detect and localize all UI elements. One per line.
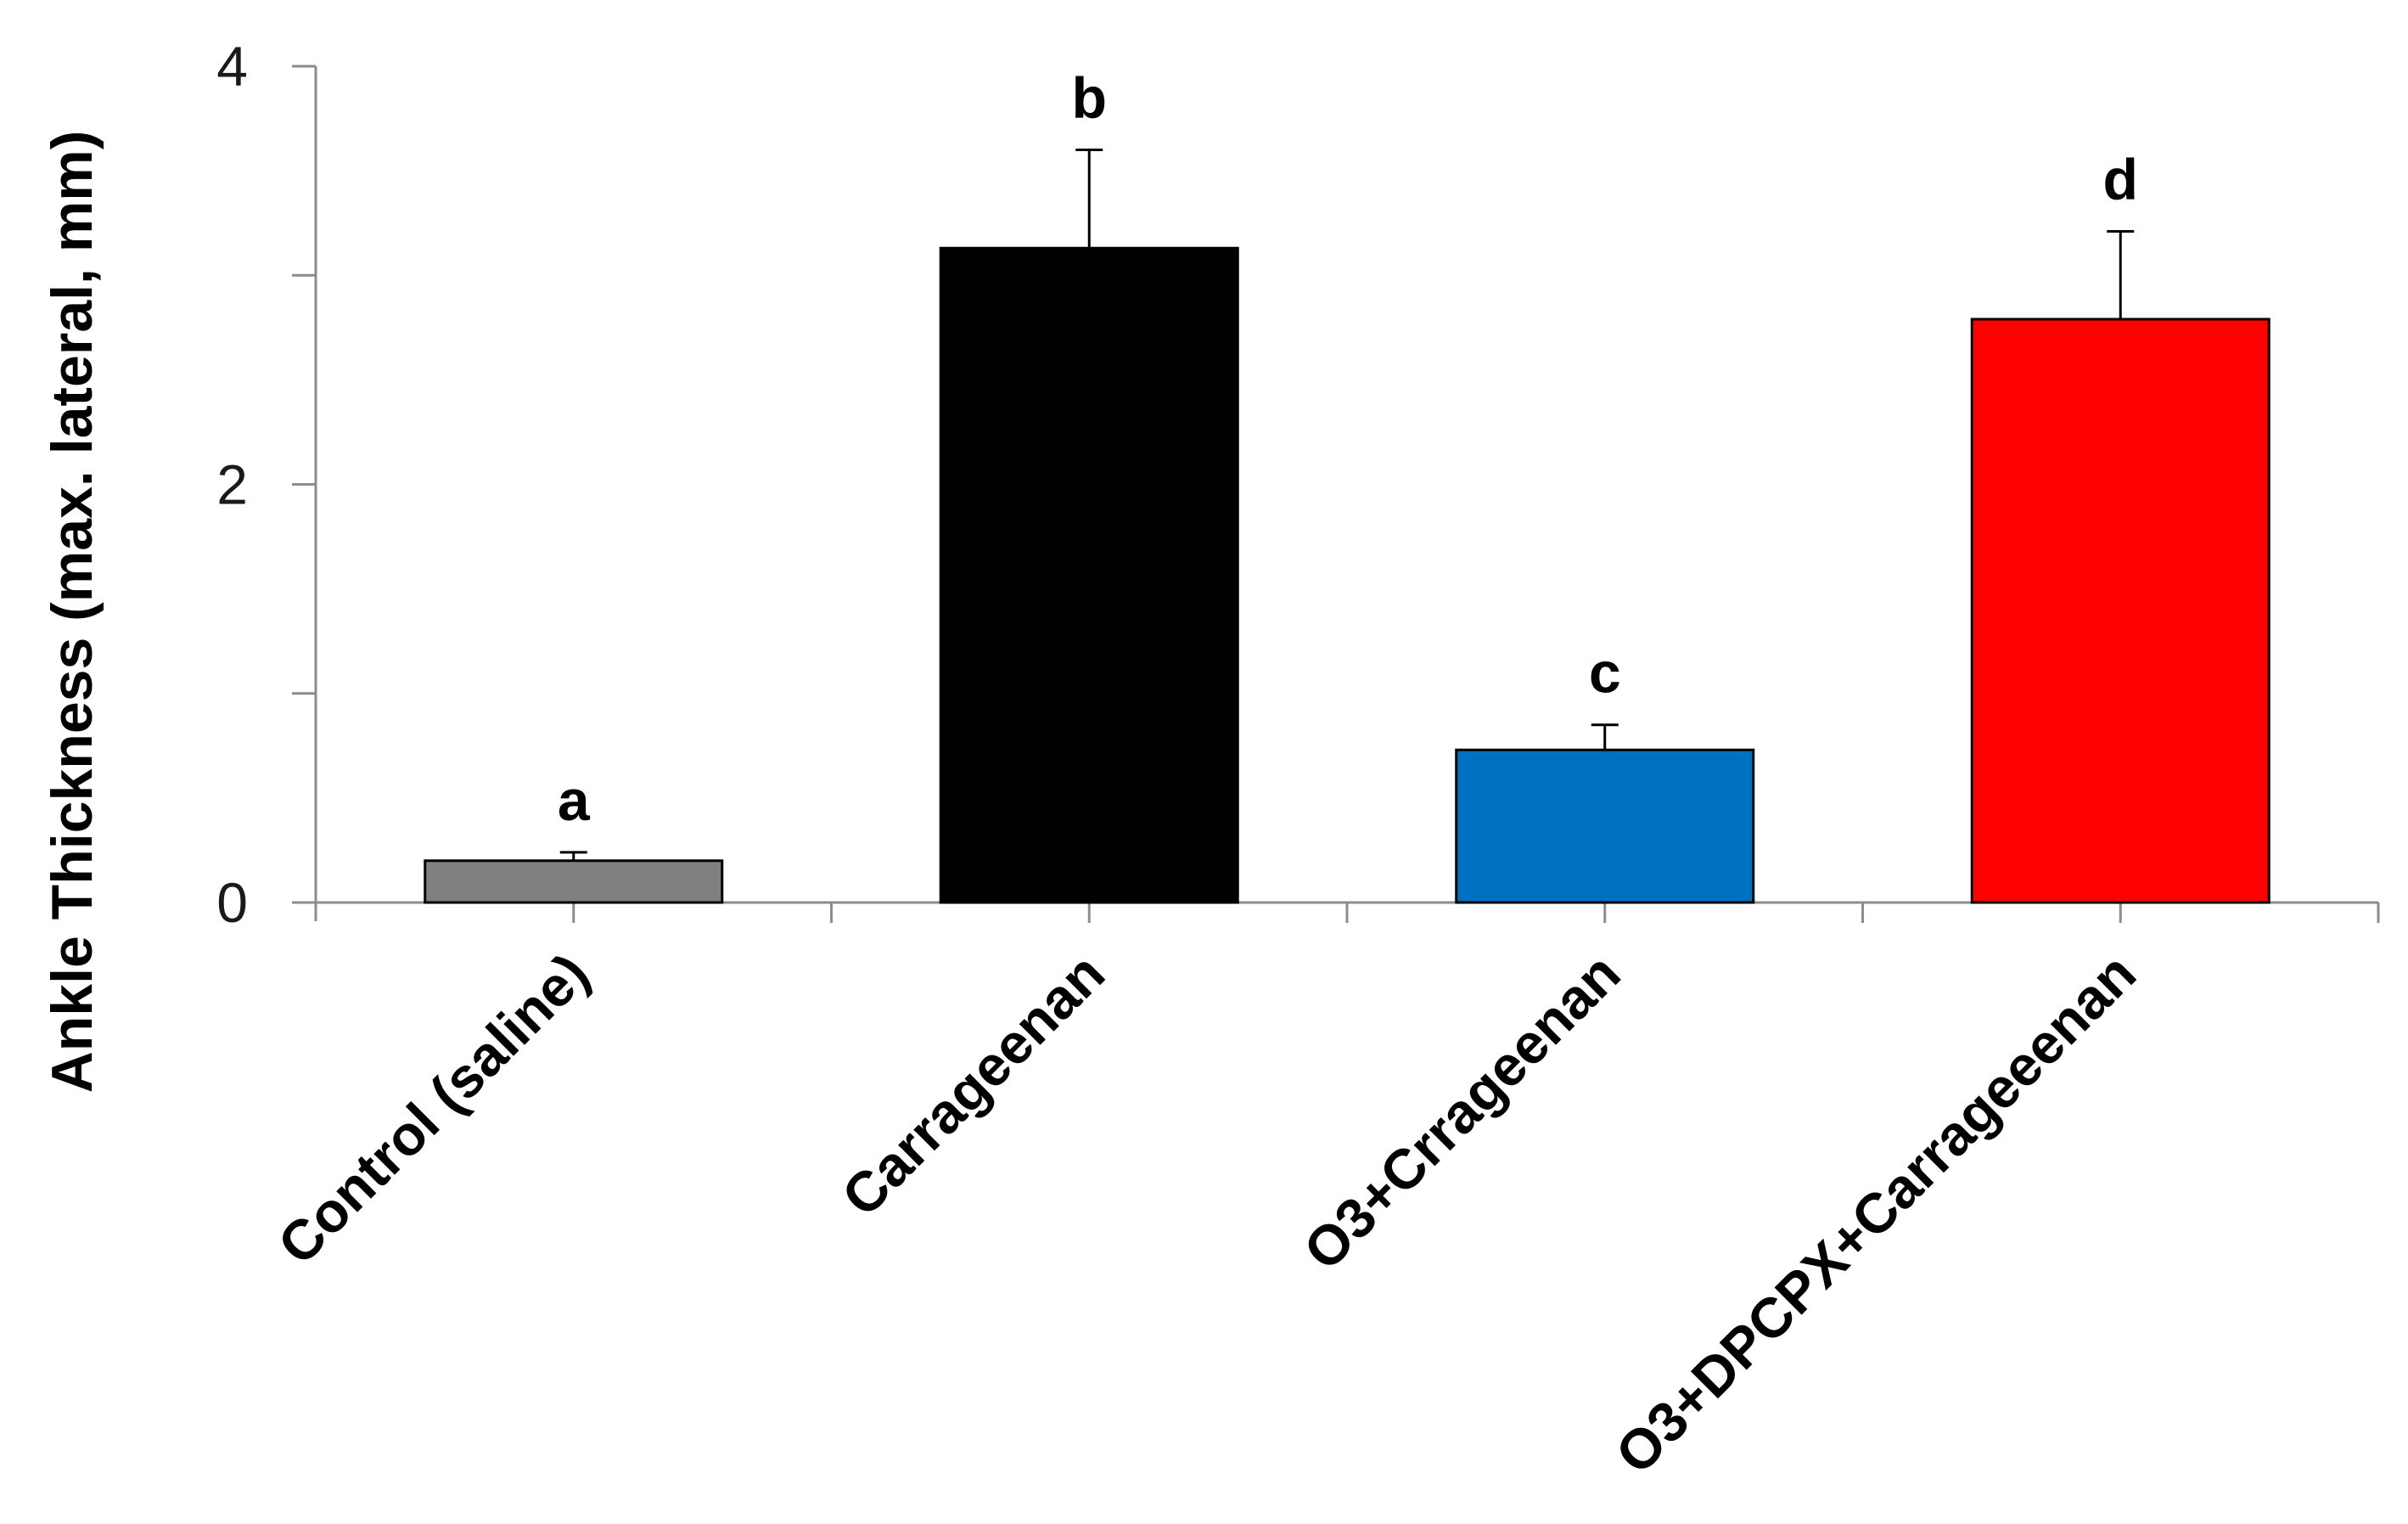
bar <box>1970 318 2270 904</box>
significance-label: a <box>558 768 591 833</box>
category-label: O3+Crrageenan <box>1291 942 1631 1282</box>
bar <box>424 859 724 904</box>
significance-label: d <box>2102 148 2138 212</box>
significance-label: b <box>1071 66 1107 131</box>
bar <box>939 246 1239 904</box>
y-tick-label: 0 <box>216 871 248 934</box>
significance-label: c <box>1589 641 1621 706</box>
y-tick-label: 4 <box>216 35 248 98</box>
category-label: Carrageenan <box>829 942 1116 1229</box>
category-label: Control (saline) <box>266 942 601 1277</box>
y-axis-title: Ankle Thickness (max. lateral, mm) <box>40 131 104 1094</box>
bars <box>424 149 2270 904</box>
y-tick-label: 2 <box>216 453 248 516</box>
category-label: O3+DPCPX+Carrageeenan <box>1603 942 2147 1486</box>
bar <box>1455 748 1755 904</box>
